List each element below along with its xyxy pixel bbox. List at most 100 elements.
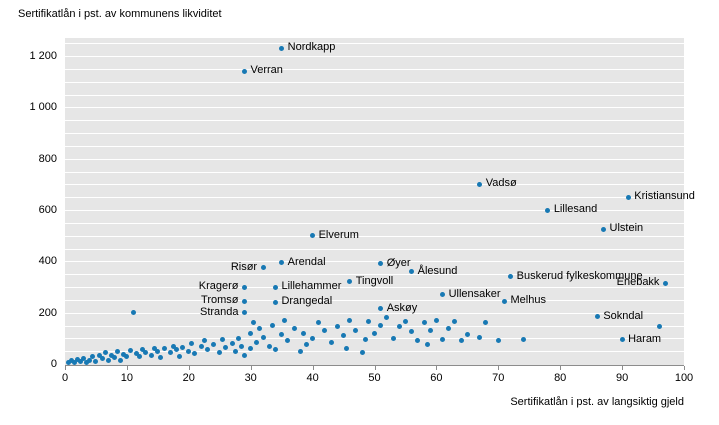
data-point [112,355,118,361]
gridline [65,133,684,134]
data-point [158,355,164,361]
x-tick-mark [374,366,376,370]
data-point [118,357,124,363]
data-point [310,233,316,239]
gridline [65,248,684,250]
data-point [257,325,263,331]
data-point [272,284,278,290]
data-point [189,341,195,347]
x-tick-label: 10 [120,372,134,384]
point-label: Risør [230,260,258,273]
data-point [251,320,257,326]
data-point [242,352,247,358]
data-point [242,284,247,290]
data-point [217,349,223,355]
x-tick-mark [312,366,314,370]
y-axis-title: Sertifikatlån i pst. av kommunens likvid… [18,8,222,20]
data-point [452,319,458,325]
data-point [133,350,139,356]
data-point [594,314,600,320]
data-point [139,346,145,352]
point-label: Arendal [287,255,326,268]
gridline [65,287,684,288]
point-label: Elverum [318,228,359,241]
data-point [344,346,350,352]
data-point [427,328,433,334]
data-point [508,274,514,280]
data-point [359,349,365,355]
y-tick-label: 200 [38,306,57,319]
gridline [65,94,684,96]
data-point [152,345,158,351]
data-point [105,358,111,364]
data-point [84,359,90,365]
data-point [87,357,93,363]
data-point [149,352,155,358]
x-tick-label: 30 [244,372,257,384]
data-point [232,348,238,354]
y-tick-label: 0 [50,358,57,370]
point-label: Tromsø [201,294,239,307]
data-point [464,331,470,337]
x-axis-title: Sertifikatlån i pst. av langsiktig gjeld [510,396,684,408]
data-point [102,349,108,355]
data-point [279,260,285,266]
data-point [415,338,421,344]
point-label: Lillesand [553,203,598,215]
data-point [242,298,247,304]
point-label: Enebakk [616,276,660,289]
data-point [74,356,80,362]
gridline [65,120,684,122]
data-point [180,344,186,350]
point-label: Buskerud fylkeskommune [516,269,643,282]
y-tick-label: 1 000 [29,101,57,114]
point-label: Ullensaker [448,287,501,300]
data-point [378,261,384,267]
x-tick-label: 90 [615,372,629,384]
data-point [65,360,71,366]
point-label: Ålesund [417,264,458,277]
data-point [248,330,254,336]
gridline [65,68,684,70]
gridline [65,222,684,224]
x-axis: 0 10 20 30 40 50 60 70 80 90 100 [62,366,693,388]
x-tick-mark [436,366,438,370]
x-tick-mark [560,366,562,370]
data-point [390,335,396,341]
data-point [201,338,207,344]
gridline [65,145,684,147]
data-point [300,330,306,336]
data-point [545,207,551,213]
data-point [229,340,235,346]
data-point [272,299,278,305]
point-label: Melhus [510,294,546,307]
gridline [65,274,684,276]
data-point [96,352,102,358]
point-label: Nordkapp [287,41,336,54]
x-tick-mark [250,366,252,370]
data-point [282,317,288,323]
data-point [402,319,408,325]
data-point [192,351,198,357]
data-point [142,349,148,355]
x-tick-label: 80 [554,372,567,384]
data-point [446,325,452,331]
data-point [186,348,192,354]
data-point [204,347,210,353]
data-point [235,335,241,341]
data-point [341,333,347,339]
x-tick-mark [622,366,624,370]
plot-area: Nordkapp Verran Vadsø Kristiansund Lillesand… [65,38,695,366]
data-point [421,320,427,326]
data-point [520,337,526,343]
data-point [424,342,430,348]
gridline [65,56,684,57]
gridline [65,184,684,186]
point-label: Lillehammer [281,280,342,292]
point-label: Kristiansund [634,190,695,203]
data-point [99,356,105,362]
x-tick-mark [65,366,66,370]
data-point [279,331,285,337]
gridline [65,325,684,327]
